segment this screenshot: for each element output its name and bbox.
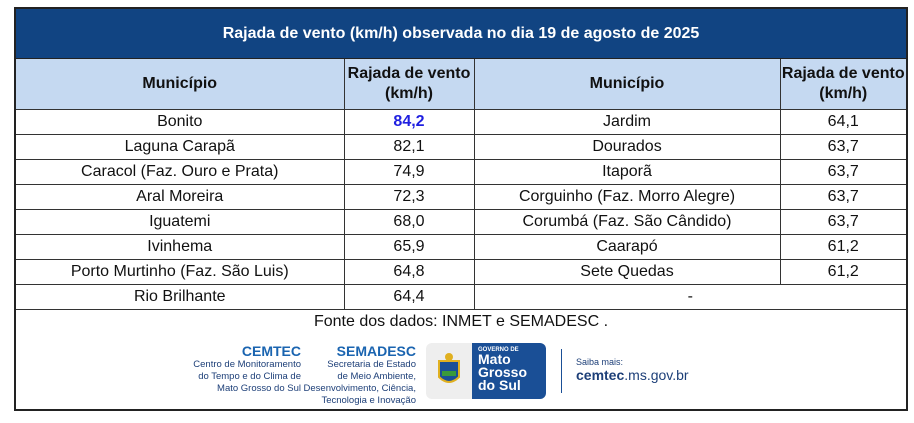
rajada-cell: 68,0 [343,209,475,235]
rajada-cell: 84,2 [343,109,475,135]
municipio-cell: Sete Quedas [473,259,781,285]
footer-logos: CEMTEC Centro de Monitoramento do Tempo e… [16,335,906,409]
municipio-cell: Bonito [16,109,345,135]
municipio-cell: Iguatemi [16,209,345,235]
divider [561,349,562,393]
rajada-cell: 72,3 [343,184,475,210]
municipio-cell: Dourados [473,134,781,160]
rajada-cell: 74,9 [343,159,475,185]
rajada-cell: 61,2 [779,234,906,260]
rajada-cell: 64,1 [779,109,906,135]
website-link[interactable]: Saiba mais: cemtec.ms.gov.br [576,357,689,383]
municipio-cell: Laguna Carapã [16,134,345,160]
rajada-cell: 63,7 [779,134,906,160]
table-row: Rio Brilhante 64,4- [16,284,906,310]
table-row: Porto Murtinho (Faz. São Luis) 64,8 Sete Q… [16,259,906,285]
municipio-cell: Corumbá (Faz. São Cândido) [473,209,781,235]
municipio-cell: Rio Brilhante [16,284,345,310]
municipio-cell: Caracol (Faz. Ouro e Prata) [16,159,345,185]
rajada-cell: 61,2 [779,259,906,285]
header-rajada-left: Rajada de vento (km/h) [343,59,475,110]
municipio-cell: - [473,284,906,310]
municipio-cell: Ivinhema [16,234,345,260]
semadesc-logo: SEMADESC Secretaria de Estado de Meio Amb… [303,343,416,406]
municipio-cell: Porto Murtinho (Faz. São Luis) [16,259,345,285]
wind-gust-table: Município Rajada de vento (km/h) Municíp… [16,59,906,334]
wind-gust-table-panel: Rajada de vento (km/h) observada no dia … [14,7,908,411]
header-municipio-right: Município [473,59,781,110]
rajada-cell: 82,1 [343,134,475,160]
cemtec-logo: CEMTEC Centro de Monitoramento do Tempo e… [193,343,301,394]
table-title: Rajada de vento (km/h) observada no dia … [16,9,906,59]
state-coat-of-arms-icon [426,343,472,399]
table-row: Ivinhema 65,9 Caarapó 61,2 [16,234,906,260]
municipio-cell: Corguinho (Faz. Morro Alegre) [473,184,781,210]
governo-ms-logo: GOVERNO DE Mato Grosso do Sul [472,343,546,399]
rajada-cell: 63,7 [779,184,906,210]
municipio-cell: Jardim [473,109,781,135]
rajada-cell: 64,8 [343,259,475,285]
municipio-cell: Itaporã [473,159,781,185]
rajada-cell: 64,4 [343,284,475,310]
rajada-cell: 65,9 [343,234,475,260]
table-row: Laguna Carapã 82,1 Dourados 63,7 [16,134,906,160]
table-row: Iguatemi 68,0 Corumbá (Faz. São Cândido) 63… [16,209,906,235]
municipio-cell: Aral Moreira [16,184,345,210]
table-row: Caracol (Faz. Ouro e Prata) 74,9 Itaporã 63… [16,159,906,185]
header-rajada-right: Rajada de vento (km/h) [779,59,906,110]
table-row: Aral Moreira 72,3 Corguinho (Faz. Morro Al… [16,184,906,210]
table-row: Bonito 84,2 Jardim 64,1 [16,109,906,135]
data-source: Fonte dos dados: INMET e SEMADESC . [16,309,906,334]
municipio-cell: Caarapó [473,234,781,260]
rajada-cell: 63,7 [779,209,906,235]
rajada-cell: 63,7 [779,159,906,185]
header-municipio-left: Município [16,59,345,110]
